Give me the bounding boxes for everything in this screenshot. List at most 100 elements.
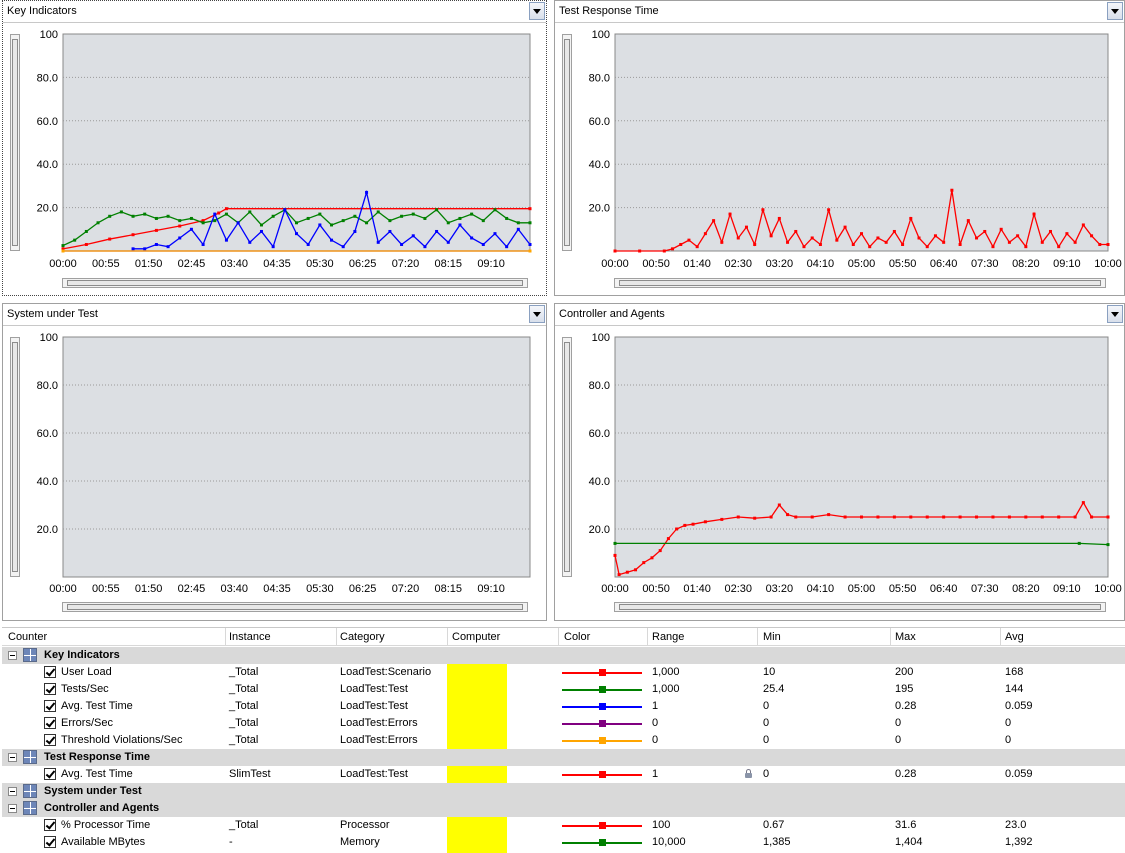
column-header[interactable]: Color <box>564 631 591 643</box>
color-swatch[interactable] <box>562 822 642 829</box>
vertical-zoom-scrollbar[interactable] <box>562 337 572 577</box>
counter-checkbox[interactable] <box>44 734 56 746</box>
color-swatch[interactable] <box>562 703 642 710</box>
column-header[interactable]: Avg <box>1005 631 1024 643</box>
x-tick-label: 08:15 <box>435 258 463 270</box>
counter-checkbox[interactable] <box>44 717 56 729</box>
collapse-icon[interactable] <box>8 753 17 762</box>
vertical-zoom-scrollbar[interactable] <box>10 34 20 251</box>
counter-checkbox[interactable] <box>44 700 56 712</box>
data-point <box>224 207 228 211</box>
column-header[interactable]: Max <box>895 631 916 643</box>
counter-checkbox[interactable] <box>44 768 56 780</box>
series-line[interactable] <box>62 208 530 250</box>
x-tick-label: 01:40 <box>683 583 711 595</box>
column-header[interactable]: Counter <box>8 631 48 643</box>
counter-row[interactable]: Errors/Sec _Total LoadTest:Errors 0 0 0 0 <box>2 715 1125 732</box>
scroll-thumb[interactable] <box>564 342 570 572</box>
group-row[interactable]: Test Response Time <box>2 749 1125 766</box>
counter-row[interactable]: Threshold Violations/Sec _Total LoadTest:E… <box>2 732 1125 749</box>
column-divider[interactable] <box>558 628 559 646</box>
scroll-thumb[interactable] <box>619 280 1101 286</box>
color-swatch[interactable] <box>562 669 642 676</box>
x-tick-label: 05:00 <box>848 583 876 595</box>
min-cell: 0.67 <box>763 819 785 831</box>
group-row[interactable]: System under Test <box>2 783 1125 800</box>
data-point <box>1081 223 1085 227</box>
graph-select-dropdown[interactable] <box>1107 305 1123 323</box>
column-header[interactable]: Category <box>340 631 385 643</box>
scroll-thumb[interactable] <box>67 604 523 610</box>
counter-checkbox[interactable] <box>44 836 56 848</box>
panel-test-response-time: Test Response Time 100 80.0 60.0 40.0 20.0 00… <box>554 0 1125 296</box>
column-divider[interactable] <box>447 628 448 646</box>
data-point <box>794 515 798 519</box>
counter-row[interactable]: Avg. Test Time SlimTest LoadTest:Test 1 0 0.2… <box>2 766 1125 783</box>
scroll-thumb[interactable] <box>619 604 1101 610</box>
data-point <box>1057 245 1061 249</box>
range-cell[interactable]: 1,000 <box>652 666 680 678</box>
color-swatch[interactable] <box>562 737 642 744</box>
counter-row[interactable]: % Processor Time _Total Processor 100 0.67 31… <box>2 817 1125 834</box>
graph-select-dropdown[interactable] <box>529 305 545 323</box>
horizontal-zoom-scrollbar[interactable] <box>614 278 1106 288</box>
graph-select-dropdown[interactable] <box>1107 2 1123 20</box>
collapse-icon[interactable] <box>8 787 17 796</box>
column-divider[interactable] <box>336 628 337 646</box>
horizontal-zoom-scrollbar[interactable] <box>62 602 528 612</box>
x-tick-label: 00:00 <box>601 258 629 270</box>
graph-icon <box>23 801 37 815</box>
scroll-thumb[interactable] <box>12 342 18 572</box>
data-point <box>365 190 369 194</box>
counter-checkbox[interactable] <box>44 666 56 678</box>
scroll-thumb[interactable] <box>12 39 18 246</box>
range-cell[interactable]: 1 <box>652 768 659 780</box>
column-divider[interactable] <box>225 628 226 646</box>
column-divider[interactable] <box>1000 628 1001 646</box>
range-cell[interactable]: 1,000 <box>652 683 680 695</box>
data-point <box>61 244 65 248</box>
column-header[interactable]: Min <box>763 631 781 643</box>
horizontal-zoom-scrollbar[interactable] <box>614 602 1106 612</box>
column-divider[interactable] <box>757 628 758 646</box>
column-header[interactable]: Computer <box>452 631 501 643</box>
counter-row[interactable]: User Load _Total LoadTest:Scenario 1,000 10 2… <box>2 664 1125 681</box>
scroll-thumb[interactable] <box>67 280 523 286</box>
color-swatch[interactable] <box>562 720 642 727</box>
collapse-icon[interactable] <box>8 651 17 660</box>
column-header[interactable]: Range <box>652 631 685 643</box>
color-swatch[interactable] <box>562 839 642 846</box>
vertical-zoom-scrollbar[interactable] <box>10 337 20 577</box>
group-row[interactable]: Key Indicators <box>2 647 1125 664</box>
y-tick-label: 80.0 <box>37 72 58 84</box>
plot-area[interactable] <box>62 336 531 578</box>
data-point <box>958 515 962 519</box>
instance-cell: _Total <box>229 683 259 695</box>
column-header[interactable]: Instance <box>229 631 271 643</box>
x-tick-label: 10:00 <box>1094 258 1122 270</box>
color-swatch[interactable] <box>562 771 642 778</box>
x-tick-label: 03:20 <box>766 258 794 270</box>
plot-area[interactable] <box>614 33 1109 252</box>
horizontal-zoom-scrollbar[interactable] <box>62 278 528 288</box>
column-divider[interactable] <box>890 628 891 646</box>
column-divider[interactable] <box>647 628 648 646</box>
collapse-icon[interactable] <box>8 804 17 813</box>
range-cell[interactable]: 1 <box>652 700 659 712</box>
scroll-thumb[interactable] <box>564 39 570 246</box>
group-row[interactable]: Controller and Agents <box>2 800 1125 817</box>
counter-row[interactable]: Avg. Test Time _Total LoadTest:Test 1 0 0.28 0… <box>2 698 1125 715</box>
range-cell[interactable]: 10,000 <box>652 836 686 848</box>
counter-checkbox[interactable] <box>44 683 56 695</box>
range-cell[interactable]: 0 <box>652 734 659 746</box>
plot-area[interactable] <box>614 336 1109 578</box>
color-swatch[interactable] <box>562 686 642 693</box>
counter-row[interactable]: Available MBytes - Memory 10,000 1,385 1,404 1… <box>2 834 1125 851</box>
counter-checkbox[interactable] <box>44 819 56 831</box>
data-point <box>999 227 1003 231</box>
counter-row[interactable]: Tests/Sec _Total LoadTest:Test 1,000 25.4 195… <box>2 681 1125 698</box>
vertical-zoom-scrollbar[interactable] <box>562 34 572 251</box>
range-cell[interactable]: 0 <box>652 717 659 729</box>
range-cell[interactable]: 100 <box>652 819 671 831</box>
graph-select-dropdown[interactable] <box>529 2 545 20</box>
